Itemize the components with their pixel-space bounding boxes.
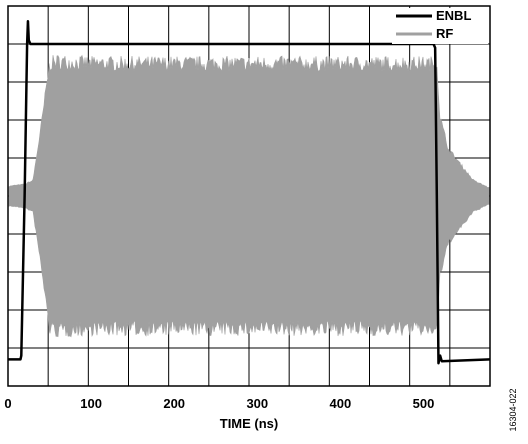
legend-label-rf: RF	[436, 26, 453, 41]
x-tick-label: 300	[246, 396, 268, 411]
series-enbl	[8, 19, 491, 365]
legend-label-enbl: ENBL	[436, 8, 471, 23]
legend: ENBL RF	[392, 8, 488, 44]
x-tick-label: 200	[163, 396, 185, 411]
x-tick-label: 100	[80, 396, 102, 411]
x-tick-label: 400	[330, 396, 352, 411]
x-tick-label: 500	[413, 396, 435, 411]
enbl-line	[8, 19, 491, 365]
x-axis-ticks: 0 100 200 300 400 500	[4, 396, 434, 411]
x-tick-label: 0	[4, 396, 11, 411]
x-axis-title: TIME (ns)	[220, 416, 279, 431]
rf-envelope	[8, 54, 490, 338]
figure-id: 16304-022	[508, 388, 518, 431]
legend-background	[392, 8, 488, 44]
plot-frame	[7, 5, 491, 387]
series-rf	[8, 54, 490, 338]
